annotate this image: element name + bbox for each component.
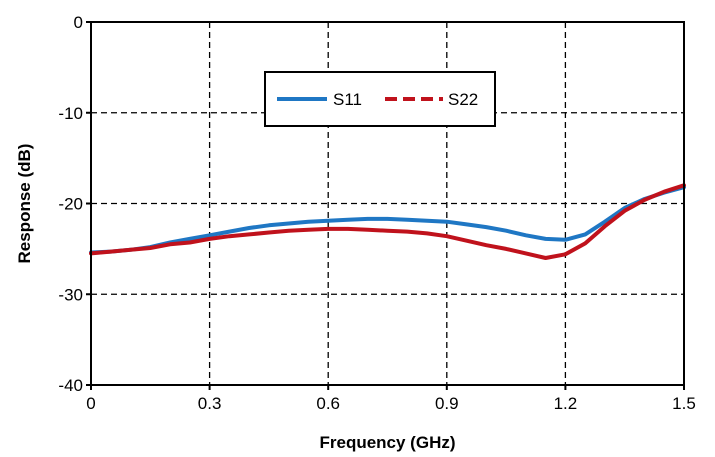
series-layer (89, 183, 686, 260)
y-tick-label: 0 (74, 13, 83, 32)
legend: S11 S22 (264, 71, 496, 127)
x-tick-label: 1.2 (554, 394, 578, 413)
y-tick-label: -30 (58, 285, 83, 304)
x-tick-label: 0 (86, 394, 95, 413)
x-tick-label: 0.9 (435, 394, 459, 413)
y-tick-label: -20 (58, 195, 83, 214)
x-tick-label: 0.6 (316, 394, 340, 413)
y-axis-title: Response (dB) (15, 144, 34, 264)
x-tick-label: 0.3 (198, 394, 222, 413)
x-tick-label: 1.5 (672, 394, 696, 413)
series-line-s22 (89, 183, 686, 260)
x-axis-title: Frequency (GHz) (319, 433, 455, 452)
y-tick-label: -10 (58, 104, 83, 123)
legend-s11-label: S11 (333, 90, 362, 109)
tick-layer: 0 0.3 0.6 0.9 1.2 1.5 0 -10 -20 -30 -40 (58, 13, 695, 413)
series-line-s11 (89, 185, 686, 255)
legend-s22-label: S22 (448, 90, 478, 109)
y-tick-label: -40 (58, 376, 83, 395)
